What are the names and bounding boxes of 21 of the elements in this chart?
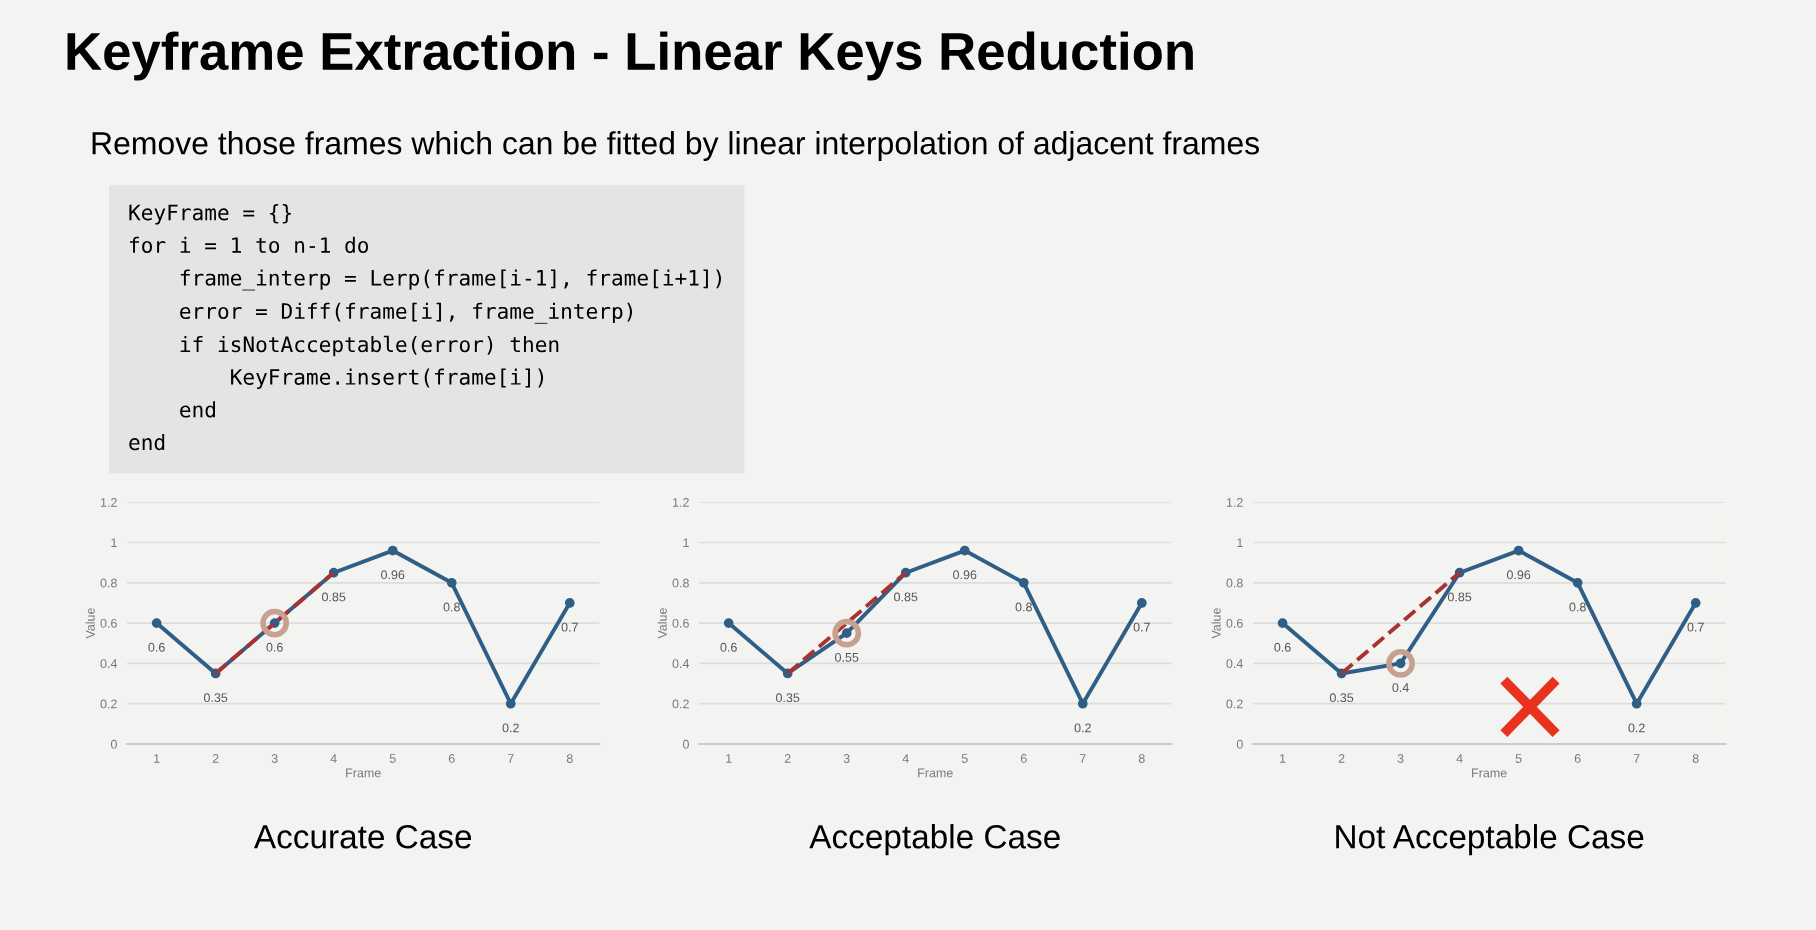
point [1513, 545, 1524, 556]
point [564, 598, 575, 608]
point [446, 577, 457, 588]
point [387, 545, 398, 556]
point [1631, 698, 1642, 709]
text: Not Acceptable Case [1336, 824, 1644, 856]
point [1572, 577, 1583, 588]
point [1018, 577, 1029, 588]
point [1077, 698, 1088, 709]
text: Accurate Case [253, 824, 472, 849]
point [1690, 598, 1701, 608]
point [723, 618, 734, 628]
text: Acceptable Case [809, 824, 1060, 856]
text: Remove those frames which can be fitted by linear interpolation of adjacent frames [92, 131, 1259, 161]
point [1277, 618, 1288, 628]
point [505, 698, 516, 709]
point [1136, 598, 1147, 608]
text: KeyFrame = {} for i = 1 to n-1 do frame_interp = Lerp(frame[i-1], frame[i+1]) error = Diff(frame[i], frame_interp) if isNotAcceptable(error) then KeyFrame.insert(frame[i]) end end [129, 204, 721, 451]
point [959, 545, 970, 556]
text: Keyframe Extraction - Linear Keys Reduction [67, 31, 1193, 81]
point [151, 618, 162, 628]
